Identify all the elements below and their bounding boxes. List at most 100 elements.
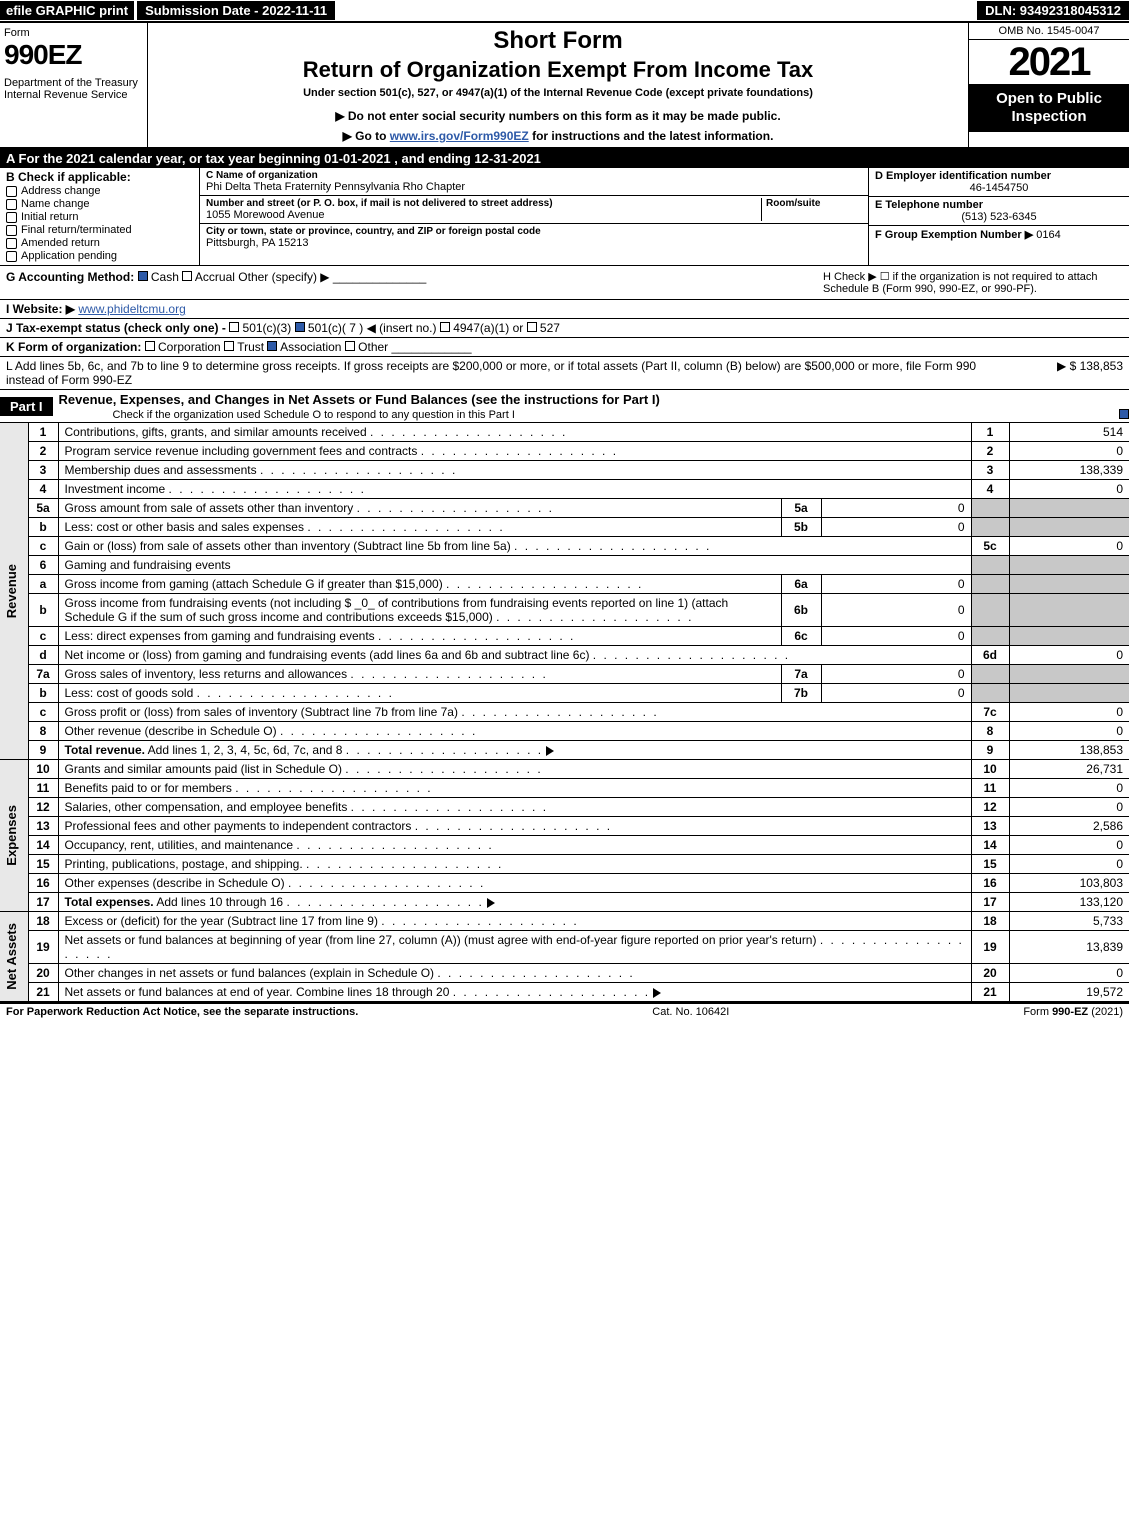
line-amount-shaded <box>1009 575 1129 594</box>
line-amount: 0 <box>1009 537 1129 556</box>
line-box: 12 <box>971 798 1009 817</box>
section-side-label: Revenue <box>0 423 28 760</box>
chk-trust[interactable] <box>224 341 234 351</box>
sub-line-amount: 0 <box>821 594 971 627</box>
line-box: 9 <box>971 741 1009 760</box>
line-box-shaded <box>971 594 1009 627</box>
ein-row: D Employer identification number 46-1454… <box>869 168 1129 197</box>
phone-value: (513) 523-6345 <box>875 211 1123 223</box>
chk-cash[interactable] <box>138 271 148 281</box>
line-amount <box>1009 556 1129 575</box>
line-desc: Gain or (loss) from sale of assets other… <box>58 537 971 556</box>
chk-initial-return[interactable]: Initial return <box>6 211 193 223</box>
k-label: K Form of organization: <box>6 340 141 354</box>
line-number: 21 <box>28 983 58 1002</box>
line-desc: Less: cost of goods sold <box>58 684 781 703</box>
table-row: 9Total revenue. Add lines 1, 2, 3, 4, 5c… <box>0 741 1129 760</box>
table-row: dNet income or (loss) from gaming and fu… <box>0 646 1129 665</box>
line-desc: Gross sales of inventory, less returns a… <box>58 665 781 684</box>
d-label: D Employer identification number <box>875 170 1123 182</box>
do-not-enter: ▶ Do not enter social security numbers o… <box>156 109 960 123</box>
top-bar: efile GRAPHIC print Submission Date - 20… <box>0 0 1129 23</box>
room-label: Room/suite <box>766 198 862 209</box>
line-number: 5a <box>28 499 58 518</box>
tax-year: 2021 <box>969 40 1129 84</box>
chk-assoc[interactable] <box>267 341 277 351</box>
open-to-public: Open to Public Inspection <box>969 84 1129 132</box>
g-accounting: G Accounting Method: Cash Accrual Other … <box>6 270 823 295</box>
arrow-icon <box>487 898 495 908</box>
goto-link[interactable]: www.irs.gov/Form990EZ <box>390 129 529 143</box>
table-row: cGross profit or (loss) from sales of in… <box>0 703 1129 722</box>
line-amount: 5,733 <box>1009 912 1129 931</box>
table-row: 17Total expenses. Add lines 10 through 1… <box>0 893 1129 912</box>
line-number: 1 <box>28 423 58 442</box>
line-number: 4 <box>28 480 58 499</box>
page-footer: For Paperwork Reduction Act Notice, see … <box>0 1002 1129 1020</box>
table-row: 13Professional fees and other payments t… <box>0 817 1129 836</box>
table-row: 15Printing, publications, postage, and s… <box>0 855 1129 874</box>
line-box-shaded <box>971 665 1009 684</box>
chk-501c3[interactable] <box>229 322 239 332</box>
addr-label: Number and street (or P. O. box, if mail… <box>206 198 757 209</box>
line-amount-shaded <box>1009 684 1129 703</box>
line-number: 11 <box>28 779 58 798</box>
line-amount: 514 <box>1009 423 1129 442</box>
sub-line-box: 5a <box>781 499 821 518</box>
line-box: 1 <box>971 423 1009 442</box>
goto-line: ▶ Go to www.irs.gov/Form990EZ for instru… <box>156 129 960 143</box>
line-number: 2 <box>28 442 58 461</box>
checkbox-icon <box>6 212 17 223</box>
chk-name-change[interactable]: Name change <box>6 198 193 210</box>
chk-4947[interactable] <box>440 322 450 332</box>
line-box-shaded <box>971 627 1009 646</box>
line-number: b <box>28 518 58 537</box>
j-label: J Tax-exempt status (check only one) - <box>6 321 226 335</box>
line-desc: Benefits paid to or for members <box>58 779 971 798</box>
line-a: A For the 2021 calendar year, or tax yea… <box>0 149 1129 168</box>
table-row: 16Other expenses (describe in Schedule O… <box>0 874 1129 893</box>
sub-line-box: 6c <box>781 627 821 646</box>
line-desc: Occupancy, rent, utilities, and maintena… <box>58 836 971 855</box>
chk-accrual[interactable] <box>182 271 192 281</box>
line-desc: Other expenses (describe in Schedule O) <box>58 874 971 893</box>
goto-pre: ▶ Go to <box>343 129 390 143</box>
checkbox-icon <box>6 199 17 210</box>
chk-corp[interactable] <box>145 341 155 351</box>
part1-header-row: Part I Revenue, Expenses, and Changes in… <box>0 390 1129 423</box>
line-desc: Gross amount from sale of assets other t… <box>58 499 781 518</box>
table-row: 11Benefits paid to or for members 110 <box>0 779 1129 798</box>
line-box: 10 <box>971 760 1009 779</box>
line-amount: 138,853 <box>1009 741 1129 760</box>
line-desc: Gross income from fundraising events (no… <box>58 594 781 627</box>
line-amount-shaded <box>1009 594 1129 627</box>
chk-501c[interactable] <box>295 322 305 332</box>
sub-line-amount: 0 <box>821 499 971 518</box>
chk-amended[interactable]: Amended return <box>6 237 193 249</box>
line-desc: Total revenue. Add lines 1, 2, 3, 4, 5c,… <box>58 741 971 760</box>
line-number: 19 <box>28 931 58 964</box>
chk-address-change[interactable]: Address change <box>6 185 193 197</box>
efile-label[interactable]: efile GRAPHIC print <box>0 1 134 20</box>
table-row: 7aGross sales of inventory, less returns… <box>0 665 1129 684</box>
line-number: 9 <box>28 741 58 760</box>
chk-final-return[interactable]: Final return/terminated <box>6 224 193 236</box>
line-desc: Less: cost or other basis and sales expe… <box>58 518 781 537</box>
address-row: Number and street (or P. O. box, if mail… <box>200 196 868 224</box>
line-box-shaded <box>971 575 1009 594</box>
short-form-title: Short Form <box>156 27 960 55</box>
chk-527[interactable] <box>527 322 537 332</box>
line-number: 6 <box>28 556 58 575</box>
chk-schedule-o[interactable] <box>1119 409 1129 419</box>
chk-other-org[interactable] <box>345 341 355 351</box>
line-number: 20 <box>28 964 58 983</box>
line-box: 15 <box>971 855 1009 874</box>
line-desc: Net assets or fund balances at beginning… <box>58 931 971 964</box>
line-number: 17 <box>28 893 58 912</box>
table-row: Expenses10Grants and similar amounts pai… <box>0 760 1129 779</box>
chk-pending[interactable]: Application pending <box>6 250 193 262</box>
line-number: 3 <box>28 461 58 480</box>
table-row: 6Gaming and fundraising events <box>0 556 1129 575</box>
website-link[interactable]: www.phideltcmu.org <box>78 302 185 316</box>
sub-line-box: 5b <box>781 518 821 537</box>
